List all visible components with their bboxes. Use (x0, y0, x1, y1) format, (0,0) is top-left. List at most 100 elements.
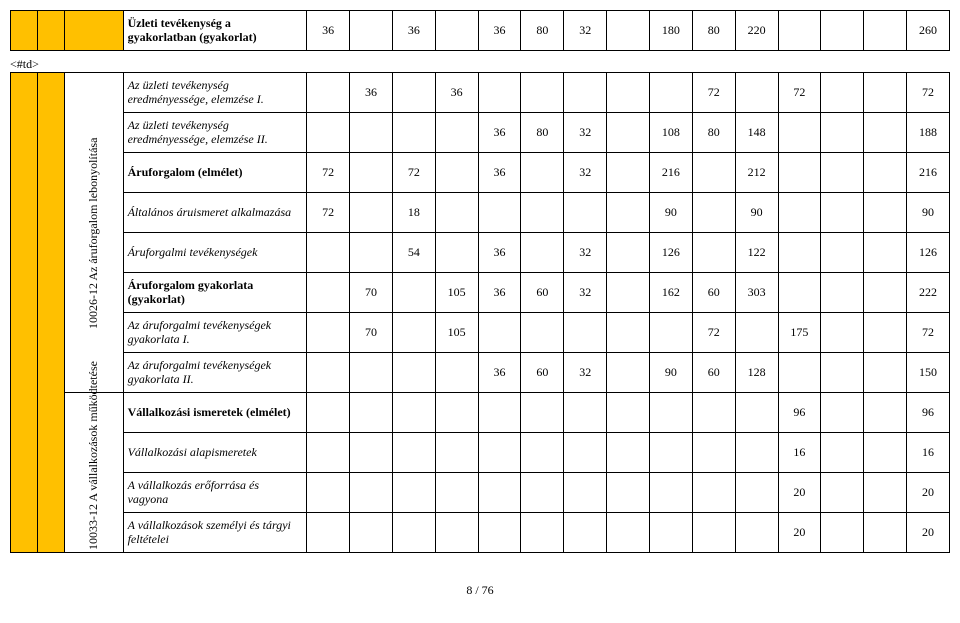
r02c2: 72 (392, 153, 435, 193)
r12c1 (350, 473, 393, 513)
r10c13 (864, 393, 907, 433)
r10c10 (735, 393, 778, 433)
r00c5 (521, 73, 564, 113)
r03c11 (778, 193, 821, 233)
r13c12 (821, 513, 864, 553)
row-0-2-label: Áruforgalom (elmélet) (123, 153, 307, 193)
r10c4 (478, 393, 521, 433)
r05c10: 303 (735, 273, 778, 313)
r13c7 (607, 513, 650, 553)
table-row: Az üzleti tevékenység eredményessége, el… (11, 113, 950, 153)
r02c8: 216 (649, 153, 692, 193)
r04c10: 122 (735, 233, 778, 273)
r11c0 (307, 433, 350, 473)
row-0-7-label: Az áruforgalmi tevékenységek gyakorlata … (123, 353, 307, 393)
r12c5 (521, 473, 564, 513)
r07c1 (350, 353, 393, 393)
r05c2 (392, 273, 435, 313)
r00c1: 36 (350, 73, 393, 113)
r03c8: 90 (649, 193, 692, 233)
r13c1 (350, 513, 393, 553)
top-c12 (821, 11, 864, 51)
table-row: Az áruforgalmi tevékenységek gyakorlata … (11, 353, 950, 393)
top-side-1 (11, 11, 38, 51)
row-0-4-label: Áruforgalmi tevékenységek (123, 233, 307, 273)
r10c1 (350, 393, 393, 433)
top-c7 (607, 11, 650, 51)
row-0-0-label: Az üzleti tevékenység eredményessége, el… (123, 73, 307, 113)
r03c14: 90 (907, 193, 950, 233)
top-c3 (435, 11, 478, 51)
top-c10: 220 (735, 11, 778, 51)
r12c2 (392, 473, 435, 513)
r10c6 (564, 393, 607, 433)
r06c14: 72 (907, 313, 950, 353)
r07c8: 90 (649, 353, 692, 393)
r07c0 (307, 353, 350, 393)
r05c9: 60 (692, 273, 735, 313)
r06c8 (649, 313, 692, 353)
r12c10 (735, 473, 778, 513)
r04c3 (435, 233, 478, 273)
r00c11: 72 (778, 73, 821, 113)
row-0-3-label: Általános áruismeret alkalmazása (123, 193, 307, 233)
r05c13 (864, 273, 907, 313)
top-c5: 80 (521, 11, 564, 51)
top-c11 (778, 11, 821, 51)
r07c11 (778, 353, 821, 393)
r10c5 (521, 393, 564, 433)
r13c9 (692, 513, 735, 553)
r03c4 (478, 193, 521, 233)
r02c5 (521, 153, 564, 193)
r12c8 (649, 473, 692, 513)
table-row: Áruforgalmi tevékenységek 54 36 32 126 1… (11, 233, 950, 273)
r00c14: 72 (907, 73, 950, 113)
r10c9 (692, 393, 735, 433)
r10c3 (435, 393, 478, 433)
r05c0 (307, 273, 350, 313)
r13c0 (307, 513, 350, 553)
r00c6 (564, 73, 607, 113)
r02c4: 36 (478, 153, 521, 193)
r12c12 (821, 473, 864, 513)
r06c2 (392, 313, 435, 353)
top-c6: 32 (564, 11, 607, 51)
top-c13 (864, 11, 907, 51)
r04c12 (821, 233, 864, 273)
r05c8: 162 (649, 273, 692, 313)
r01c8: 108 (649, 113, 692, 153)
r11c12 (821, 433, 864, 473)
top-c8: 180 (649, 11, 692, 51)
r05c11 (778, 273, 821, 313)
r04c7 (607, 233, 650, 273)
r01c11 (778, 113, 821, 153)
r12c6 (564, 473, 607, 513)
r05c12 (821, 273, 864, 313)
r06c13 (864, 313, 907, 353)
r07c13 (864, 353, 907, 393)
r04c2: 54 (392, 233, 435, 273)
r11c2 (392, 433, 435, 473)
r01c13 (864, 113, 907, 153)
page-number: 8 / 76 (10, 583, 950, 598)
r03c12 (821, 193, 864, 233)
r13c3 (435, 513, 478, 553)
r06c12 (821, 313, 864, 353)
r06c0 (307, 313, 350, 353)
top-c2: 36 (392, 11, 435, 51)
r10c12 (821, 393, 864, 433)
r05c4: 36 (478, 273, 521, 313)
r13c4 (478, 513, 521, 553)
r13c6 (564, 513, 607, 553)
r12c14: 20 (907, 473, 950, 513)
top-c0: 36 (307, 11, 350, 51)
r00c3: 36 (435, 73, 478, 113)
r11c14: 16 (907, 433, 950, 473)
r03c13 (864, 193, 907, 233)
r10c14: 96 (907, 393, 950, 433)
r02c11 (778, 153, 821, 193)
r13c8 (649, 513, 692, 553)
r03c1 (350, 193, 393, 233)
r01c5: 80 (521, 113, 564, 153)
table-row: 10026-12 Az áruforgalom lebonyolítása Az… (11, 73, 950, 113)
